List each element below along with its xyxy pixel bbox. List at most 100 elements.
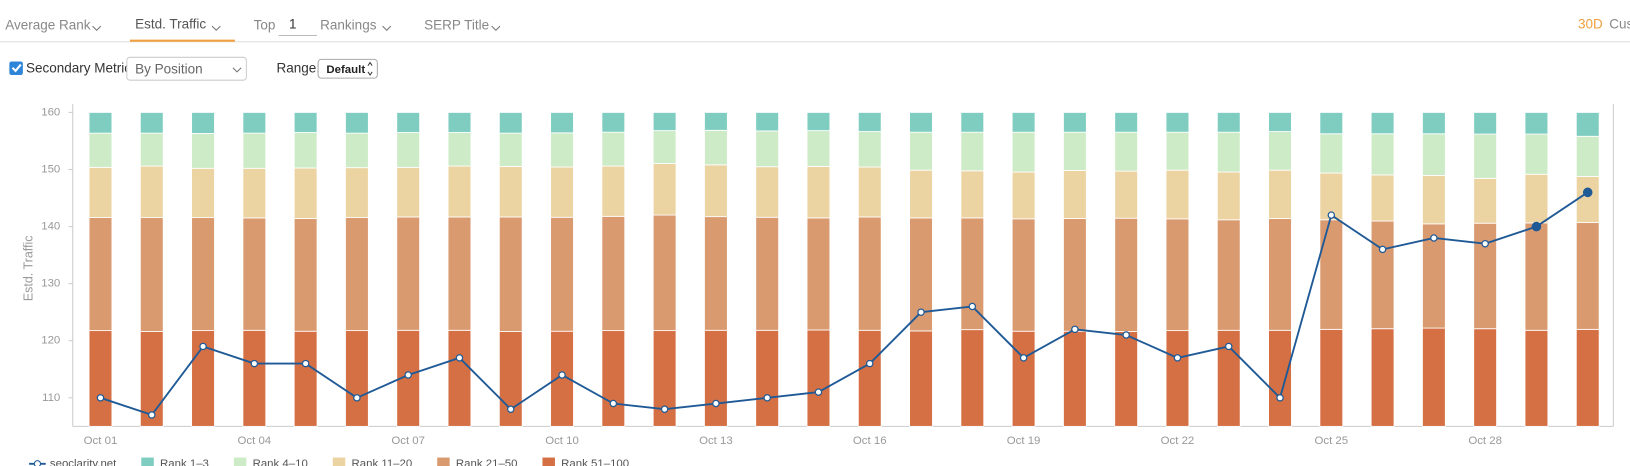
line-point (609, 399, 618, 408)
y-tick-label: 140 (41, 221, 60, 233)
bar-segment (960, 170, 985, 219)
line-point (1224, 342, 1233, 351)
x-tick-label: Oct 19 (1007, 435, 1041, 447)
bar-segment (447, 165, 472, 218)
bar-segment (550, 166, 574, 218)
bar-segment (1575, 328, 1600, 427)
line-point (763, 394, 771, 402)
bar-segment (960, 111, 985, 133)
bar-segment (1216, 219, 1241, 331)
bar-segment (857, 131, 882, 168)
bar-segment (1473, 111, 1498, 135)
x-tick-label: Oct 04 (238, 435, 272, 447)
bar-segment (1319, 328, 1344, 427)
select-value: By Position (135, 61, 203, 76)
bar-segment (1268, 329, 1292, 427)
bar-segment (1422, 111, 1446, 135)
bar-segment (704, 329, 728, 427)
bar-segment (1575, 111, 1600, 137)
bar-segment (1011, 131, 1036, 173)
bar-segment (601, 131, 626, 167)
bar-segment (601, 111, 626, 133)
checkbox[interactable] (9, 61, 23, 75)
bar-segment (806, 111, 831, 132)
bar-segment (1524, 173, 1549, 224)
bar-segment (909, 131, 933, 171)
top-input[interactable]: 1 (289, 17, 297, 32)
bar-segment (1422, 133, 1446, 176)
bar-segment (806, 165, 831, 219)
caret (382, 25, 392, 32)
bar-segment (1216, 171, 1241, 221)
bar-segment (345, 330, 369, 427)
bar-segment (498, 132, 523, 167)
bar-segment (1114, 170, 1139, 219)
bar-segment (857, 329, 882, 427)
bar-segment (1063, 111, 1087, 133)
custom[interactable]: Cus (1609, 17, 1630, 32)
bar-segment (293, 167, 318, 219)
bar-segment (396, 166, 421, 218)
tab[interactable]: SERP Title (424, 18, 489, 33)
bar-segment (1473, 133, 1498, 179)
bar-segment (1268, 131, 1292, 171)
bar-segment (1524, 111, 1549, 135)
bar-segment (652, 111, 677, 132)
bar-segment (1575, 135, 1600, 177)
bar-segment (1370, 220, 1395, 330)
bar-segment (1473, 177, 1498, 224)
legend-swatch (542, 457, 555, 466)
bar-segment (1063, 170, 1087, 219)
bar-segment (191, 217, 215, 332)
line-point (558, 371, 566, 379)
bar-segment (1319, 133, 1344, 174)
line-point (712, 399, 720, 408)
line-point (1276, 394, 1284, 402)
bar-segment (1268, 169, 1292, 219)
line (100, 191, 1589, 417)
bar-segment (242, 132, 267, 169)
tab-active[interactable]: Estd. Traffic (135, 17, 206, 32)
bar-segment (1165, 330, 1190, 427)
tab[interactable]: Rankings (320, 18, 377, 33)
bar-segment (755, 216, 780, 331)
line-point (455, 354, 464, 362)
bar-segment (1422, 175, 1446, 225)
bar-segment (498, 165, 523, 218)
period[interactable]: 30D (1578, 17, 1603, 32)
y-tick-label: 160 (41, 106, 60, 118)
line-point (917, 308, 925, 316)
bar-segment (1063, 330, 1087, 427)
bar-segment (191, 133, 215, 169)
x-tick-label: Oct 16 (853, 435, 887, 447)
legend-swatch (332, 457, 346, 466)
caret (491, 25, 501, 32)
bar-segment (293, 132, 318, 169)
bar-segment (293, 111, 318, 133)
bar-segment (960, 329, 985, 427)
line-point (1430, 234, 1438, 242)
line-point (353, 394, 361, 402)
select[interactable] (317, 58, 378, 79)
legend-label: Rank 21–50 (456, 458, 518, 466)
bar-segment (857, 216, 882, 331)
y-axis-label: Estd. Traffic (21, 236, 35, 302)
bar-segment (1114, 131, 1139, 172)
bar-segment (139, 132, 164, 167)
bar-segment (1114, 217, 1139, 332)
bar-segment (447, 132, 472, 167)
line-point (660, 405, 669, 413)
y-tick-label: 150 (41, 164, 60, 176)
bar-segment (1524, 133, 1549, 175)
tab[interactable]: Average Rank (5, 18, 91, 33)
bar-segment (857, 166, 882, 218)
select[interactable] (126, 56, 247, 81)
bar-segment (1165, 131, 1190, 171)
bar-segment (1063, 218, 1087, 332)
legend-marker (33, 460, 42, 466)
bar-segment (755, 111, 780, 132)
bar-segment (345, 217, 369, 332)
bar-segment (1370, 111, 1395, 135)
bar-segment (704, 111, 728, 131)
